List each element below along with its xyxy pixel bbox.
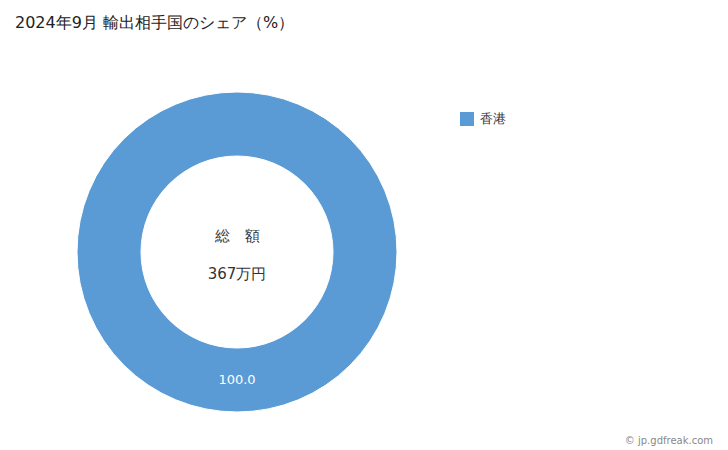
- legend-item: 香港: [460, 111, 506, 127]
- watermark: © jp.gdfreak.com: [625, 435, 713, 446]
- data-label: 100.0: [218, 372, 255, 387]
- center-label: 367万円: [208, 265, 267, 283]
- slice: [77, 92, 397, 412]
- title: 2024年9月 輸出相手国のシェア（%）: [15, 13, 294, 32]
- center-label: 総 額: [214, 227, 260, 245]
- donut: 100.0 総 額 367万円: [77, 92, 397, 412]
- chart: 2024年9月 輸出相手国のシェア（%） 100.0 総 額 367万円 © jp.gd…: [0, 0, 728, 450]
- legend: 香港: [460, 111, 506, 127]
- legend-label: 香港: [480, 111, 506, 126]
- legend-swatch: [460, 112, 474, 126]
